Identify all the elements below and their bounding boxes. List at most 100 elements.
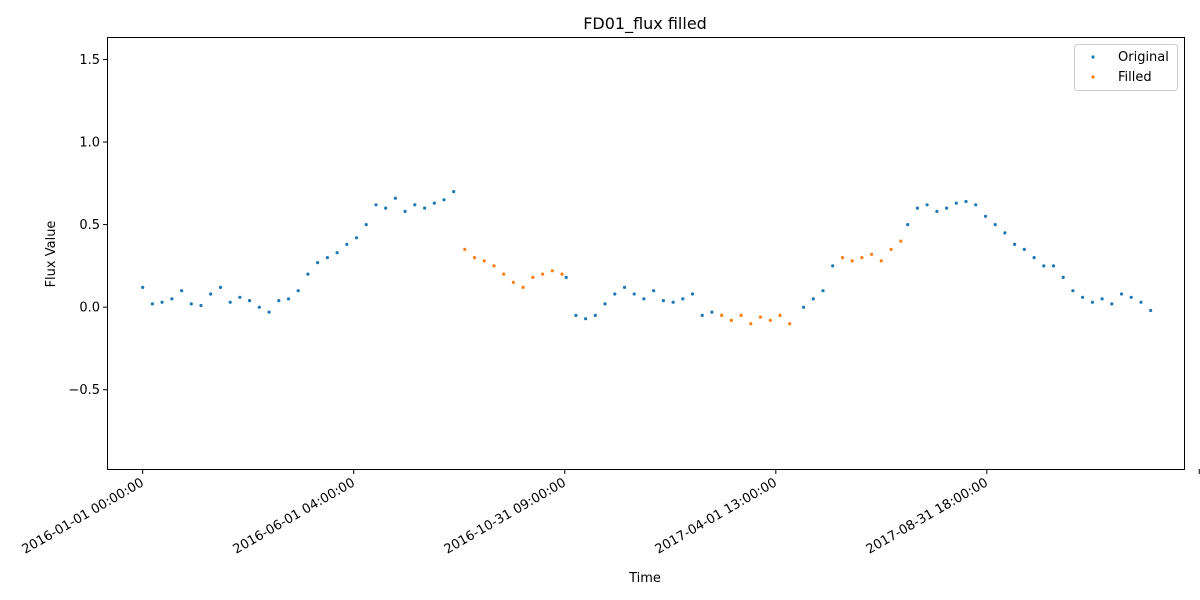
data-point xyxy=(393,196,397,200)
data-point xyxy=(925,203,929,207)
data-point xyxy=(603,302,607,306)
data-point xyxy=(1139,300,1143,304)
data-point xyxy=(228,300,232,304)
data-point xyxy=(150,302,154,306)
data-point xyxy=(964,199,968,204)
data-point xyxy=(906,223,910,227)
data-point xyxy=(574,313,578,317)
data-point xyxy=(710,310,714,314)
data-point xyxy=(531,275,535,279)
x-tick-label: 2017-04-01 13:00:00 xyxy=(653,475,780,557)
x-tick-label: 2017-08-31 18:00:00 xyxy=(864,475,991,557)
legend-marker-filled xyxy=(1091,75,1095,79)
data-point xyxy=(945,206,949,210)
data-point xyxy=(983,214,988,218)
data-point xyxy=(690,292,695,296)
data-point xyxy=(860,256,864,260)
data-point xyxy=(954,201,958,205)
data-point xyxy=(889,247,893,251)
y-tick-label: 0.0 xyxy=(79,301,100,316)
data-point xyxy=(1022,247,1026,251)
plot-area-frame xyxy=(107,37,1185,470)
data-point xyxy=(248,299,252,303)
data-point xyxy=(1042,264,1046,268)
series-original xyxy=(141,190,1153,321)
legend-box xyxy=(1074,44,1178,91)
data-point xyxy=(1129,295,1133,299)
series-layer xyxy=(141,190,1153,326)
data-point xyxy=(325,256,329,260)
chart-title: FD01_flux filled xyxy=(583,14,707,34)
data-point xyxy=(821,289,825,293)
data-point xyxy=(502,272,506,276)
data-point xyxy=(277,299,281,303)
data-point xyxy=(1090,300,1094,304)
data-point xyxy=(374,203,378,207)
x-tick-label: 2016-10-31 09:00:00 xyxy=(442,475,569,557)
data-point xyxy=(189,302,193,306)
data-point xyxy=(209,292,213,296)
data-point xyxy=(432,201,436,205)
data-point xyxy=(720,313,724,317)
data-point xyxy=(218,285,223,289)
data-point xyxy=(1119,292,1124,296)
y-axis: −0.5 0.0 0.5 1.0 1.5 xyxy=(68,53,108,398)
x-tick-label: 2016-06-01 04:00:00 xyxy=(231,475,358,557)
data-point xyxy=(180,289,184,293)
data-point xyxy=(739,313,743,317)
data-point xyxy=(335,251,339,255)
data-point xyxy=(652,289,656,293)
data-point xyxy=(384,206,388,210)
data-point xyxy=(257,305,261,309)
data-point xyxy=(632,292,636,296)
data-point xyxy=(661,299,666,303)
data-point xyxy=(306,272,310,276)
data-point xyxy=(482,259,486,263)
data-point xyxy=(564,275,568,279)
data-point xyxy=(1032,256,1036,260)
y-tick-label: 1.5 xyxy=(79,53,100,68)
x-axis-title: Time xyxy=(628,571,661,586)
data-point xyxy=(811,297,815,301)
data-point xyxy=(993,223,997,227)
data-point xyxy=(768,318,772,322)
data-point xyxy=(778,313,782,317)
data-point xyxy=(403,209,407,213)
data-point xyxy=(413,203,417,207)
data-point xyxy=(423,206,427,210)
data-point xyxy=(1003,231,1007,235)
data-point xyxy=(749,322,753,326)
data-point xyxy=(345,242,349,246)
x-axis: 2016-01-01 00:00:00 2016-06-01 04:00:00 20… xyxy=(20,469,1200,558)
data-point xyxy=(802,305,806,309)
data-point xyxy=(870,252,874,256)
data-point xyxy=(354,236,359,240)
data-point xyxy=(681,297,685,301)
legend-label-filled: Filled xyxy=(1118,70,1152,85)
y-axis-title: Flux Value xyxy=(44,221,59,288)
data-point xyxy=(463,247,467,251)
data-point xyxy=(1051,264,1056,268)
series-filled xyxy=(463,239,903,326)
data-point xyxy=(729,318,734,322)
data-point xyxy=(452,190,456,194)
data-point xyxy=(296,289,300,293)
data-point xyxy=(584,317,588,321)
data-point xyxy=(286,297,291,301)
y-tick-label: −0.5 xyxy=(68,383,100,398)
legend: Original Filled xyxy=(1074,44,1178,91)
data-point xyxy=(1061,275,1065,279)
data-point xyxy=(492,264,496,268)
data-point xyxy=(1013,242,1017,246)
data-point xyxy=(1081,295,1085,299)
data-point xyxy=(550,269,554,273)
data-point xyxy=(700,313,704,317)
data-point xyxy=(850,259,854,263)
data-point xyxy=(879,259,883,263)
data-point xyxy=(1100,297,1104,301)
data-point xyxy=(642,297,646,301)
y-tick-label: 0.5 xyxy=(79,218,100,233)
data-point xyxy=(915,206,920,210)
legend-label-original: Original xyxy=(1118,50,1169,65)
data-point xyxy=(758,315,763,319)
